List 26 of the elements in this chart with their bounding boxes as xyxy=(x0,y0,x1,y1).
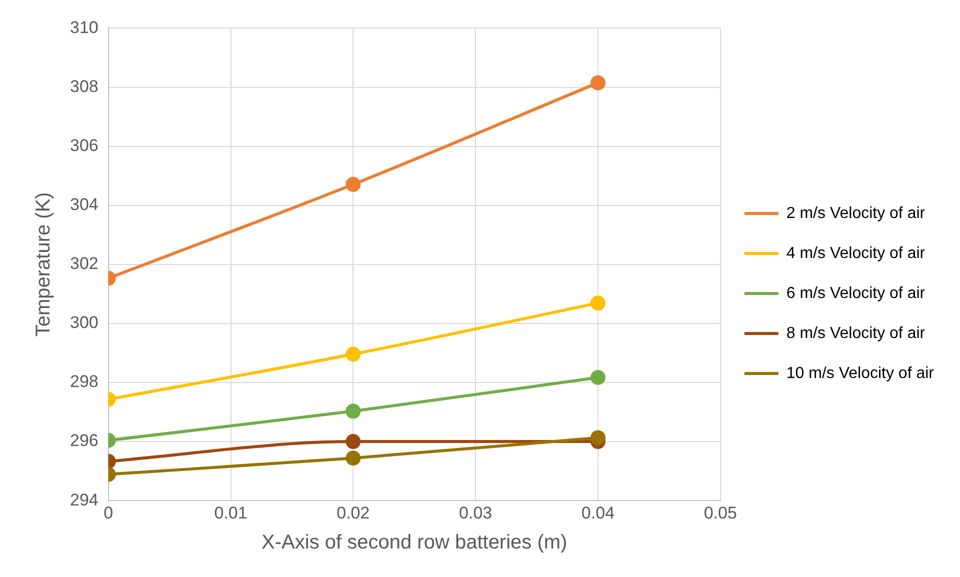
y-tick-label: 296 xyxy=(70,431,98,450)
y-tick-label: 308 xyxy=(70,76,98,96)
point xyxy=(590,75,606,90)
legend-label: 6 m/s Velocity of air xyxy=(786,284,926,302)
x-tick-label: 0.03 xyxy=(459,503,492,522)
y-tick-label: 294 xyxy=(70,490,98,510)
legend-label: 4 m/s Velocity of air xyxy=(786,244,926,262)
y-tick-label: 310 xyxy=(70,18,98,37)
legend-label: 8 m/s Velocity of air xyxy=(786,324,926,342)
legend-label: 10 m/s Velocity of air xyxy=(786,364,935,382)
x-tick-label: 0.04 xyxy=(581,503,615,522)
legend-label: 2 m/s Velocity of air xyxy=(786,204,926,222)
y-tick-label: 298 xyxy=(70,372,98,392)
x-tick-label: 0.01 xyxy=(214,503,248,522)
x-axis-title: X-Axis of second row batteries (m) xyxy=(262,532,568,554)
y-tick-label: 302 xyxy=(70,254,98,274)
x-tick-label: 0 xyxy=(104,503,114,522)
y-tick-label: 300 xyxy=(70,313,98,332)
x-tick-label: 0.02 xyxy=(336,503,370,522)
y-tick-label: 304 xyxy=(70,195,98,214)
x-tick-label: 0.05 xyxy=(704,503,737,522)
y-axis-title: Temperature (K) xyxy=(32,192,55,337)
point xyxy=(590,296,606,311)
point xyxy=(590,370,606,385)
y-tick-label: 306 xyxy=(70,136,98,155)
point xyxy=(590,430,606,446)
